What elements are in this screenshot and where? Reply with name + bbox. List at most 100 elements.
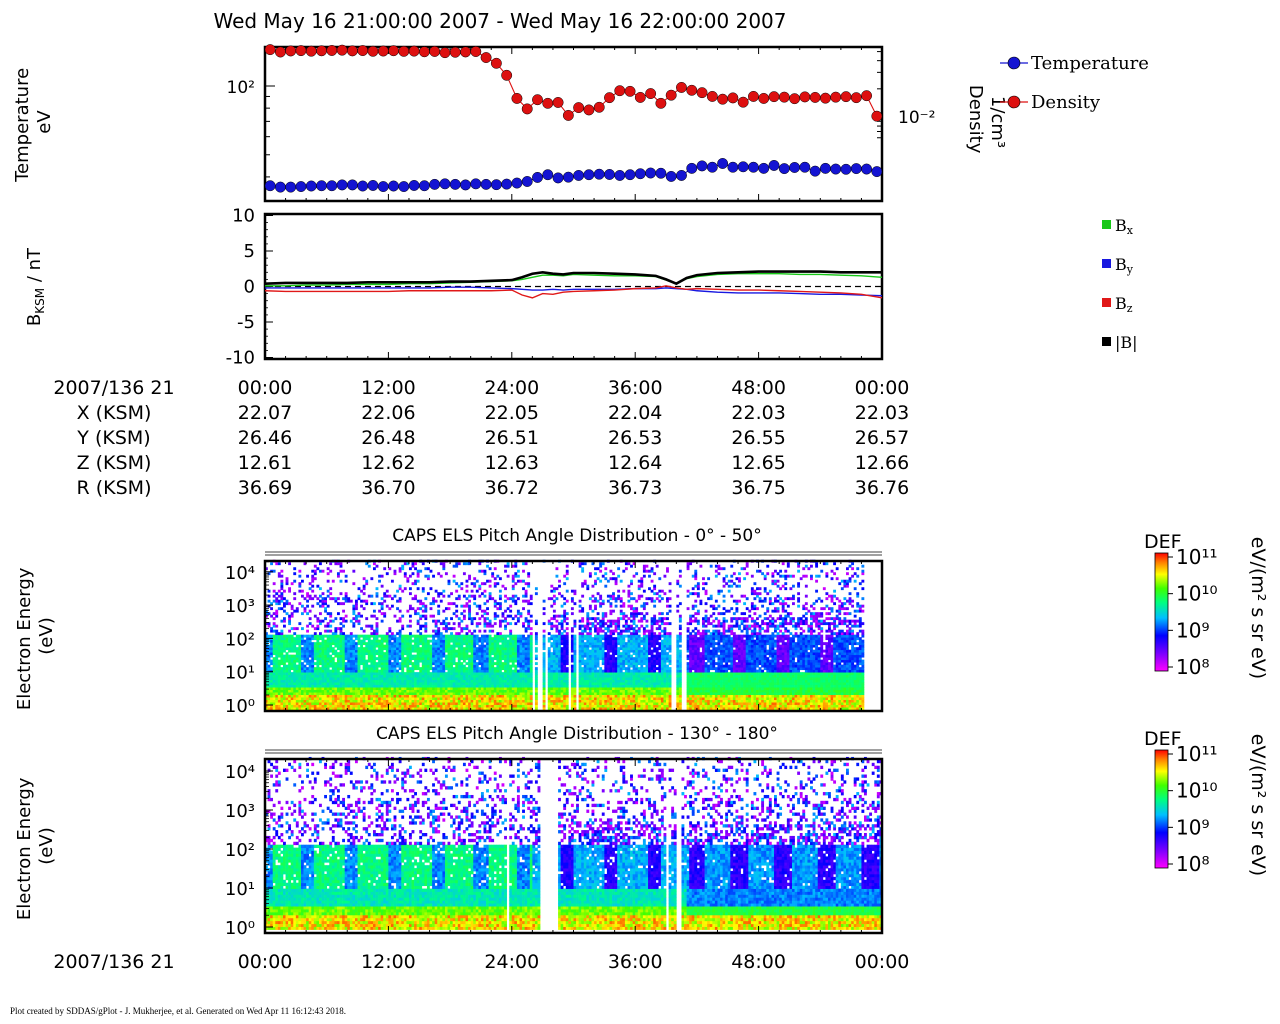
spectrogram-cell <box>437 637 441 641</box>
temperature-point <box>357 180 369 192</box>
spectrogram-cell <box>342 707 345 710</box>
spectrogram-cell <box>534 704 538 708</box>
spectrogram-cell <box>334 682 338 686</box>
spectrogram-cell <box>352 634 356 638</box>
spectrogram-cell <box>462 684 466 688</box>
spectrogram-cell <box>437 644 441 648</box>
spectrogram-cell <box>360 669 363 673</box>
spectrogram-cell <box>421 662 425 666</box>
temperature-point <box>614 169 626 181</box>
spectrogram-cell <box>298 697 302 701</box>
spectrogram-cell <box>550 684 554 688</box>
spectrogram-cell <box>354 699 358 703</box>
spectrogram-cell <box>563 689 567 693</box>
spectrogram-cell <box>452 654 456 658</box>
spectrogram-cell <box>416 607 420 611</box>
spectrogram-cell <box>483 647 487 651</box>
spectrogram-cell <box>393 634 397 638</box>
spectrogram-cell <box>408 592 412 596</box>
spectrogram-cell <box>360 604 363 608</box>
spectrogram-cell <box>357 679 361 683</box>
spectrogram-cell <box>519 672 523 676</box>
spectrogram-cell <box>594 697 597 701</box>
spectrogram-cell <box>360 697 363 701</box>
spectrogram-cell <box>295 707 299 710</box>
spectrogram-cell <box>311 689 315 693</box>
ephemeris-value: 12.62 <box>361 452 415 474</box>
spectrogram-cell <box>378 697 381 701</box>
spectrogram-cell <box>596 629 600 633</box>
spectrogram-cell <box>313 662 317 666</box>
spectrogram-cell <box>321 704 325 708</box>
spectrogram-cell <box>336 682 340 686</box>
spectrogram-cell <box>280 644 284 648</box>
density-point <box>573 102 585 114</box>
legend-bz-label: Bz <box>1115 294 1133 315</box>
spectrogram-cell <box>403 707 407 710</box>
spectrogram-cell <box>406 662 410 666</box>
spectrogram-cell <box>380 602 384 606</box>
spectrogram-cell <box>457 652 461 656</box>
spectrogram-cell <box>298 649 302 653</box>
spectrogram-cell <box>336 667 340 671</box>
spectrogram-cell <box>493 642 497 646</box>
spectrogram-cell <box>344 579 348 583</box>
spectrogram-cell <box>550 664 554 668</box>
spectrogram-cell <box>563 657 567 661</box>
spectrogram-cell <box>347 669 351 673</box>
spectrogram-cell <box>524 589 528 593</box>
spectrogram-cell <box>324 617 327 621</box>
spectrogram-cell <box>599 624 603 628</box>
spectrogram-cell <box>396 684 399 688</box>
density-point <box>737 96 749 108</box>
spectrogram-cell <box>429 699 433 703</box>
spectrogram-cell <box>516 569 520 573</box>
spectrogram-cell <box>352 662 356 666</box>
ephemeris-value: 36.69 <box>238 477 292 499</box>
spectrogram-cell <box>547 679 551 683</box>
spectrogram-cell <box>357 654 361 658</box>
spectrogram-cell <box>306 704 309 708</box>
spectrogram-cell <box>519 654 523 658</box>
spectrogram-cell <box>563 642 567 646</box>
spectrogram-cell <box>594 572 597 576</box>
spectrogram-cell <box>267 624 271 628</box>
spectrogram-cell <box>426 704 430 708</box>
spectrogram-cell <box>411 607 415 611</box>
spectrogram-cell <box>491 624 495 628</box>
spectrogram-cell <box>552 692 556 696</box>
spectrogram-cell <box>303 672 307 676</box>
spectrogram-cell <box>326 669 330 673</box>
spectrogram-cell <box>506 669 510 673</box>
spectrogram-cell <box>316 677 320 681</box>
spectrogram-cell <box>480 659 484 663</box>
spectrogram-cell <box>316 567 320 571</box>
spectrogram-cell <box>504 587 507 591</box>
spectrogram-cell <box>432 639 435 643</box>
spectrogram-cell <box>550 657 554 661</box>
spectrogram-cell <box>403 699 407 703</box>
spectrogram-cell <box>460 649 464 653</box>
spectrogram-cell <box>316 634 320 638</box>
spectrogram-cell <box>563 679 567 683</box>
spectrogram-cell <box>265 662 268 666</box>
spectrogram-cell <box>534 619 538 623</box>
spectrogram-cell <box>599 674 603 678</box>
spectrogram-cell <box>313 594 317 598</box>
spectrogram-cell <box>280 657 284 661</box>
spectrogram-cell <box>450 627 453 631</box>
spectrogram-cell <box>486 622 489 626</box>
spectrogram-cell <box>390 702 394 705</box>
spectrogram-cell <box>542 692 546 696</box>
spectrogram-cell <box>308 647 312 651</box>
spectrogram-cell <box>298 684 302 688</box>
spectrogram-cell <box>542 677 546 681</box>
spectrogram-cell <box>552 689 556 693</box>
spectrogram-cell <box>367 637 371 641</box>
spectrogram-cell <box>283 624 286 628</box>
spectrogram-cell <box>434 619 438 623</box>
spectrogram-cell <box>581 624 585 628</box>
spectrogram-cell <box>275 642 279 646</box>
spectrogram-cell <box>265 639 268 643</box>
spectrogram-cell <box>311 654 315 658</box>
